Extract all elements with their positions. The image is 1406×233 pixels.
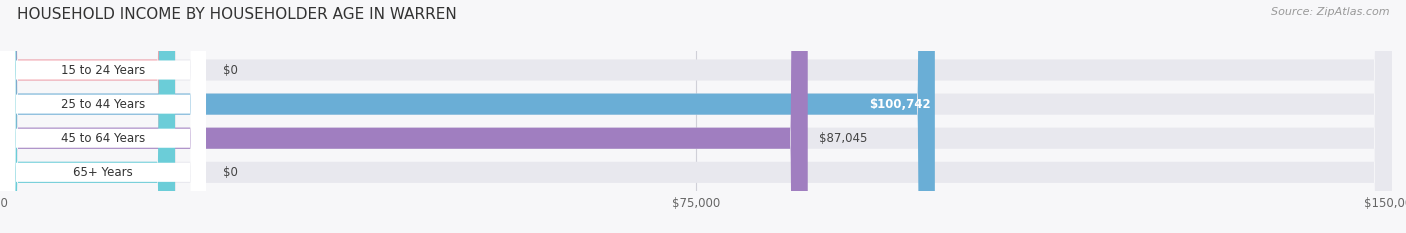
FancyBboxPatch shape	[0, 0, 176, 233]
FancyBboxPatch shape	[0, 0, 935, 233]
FancyBboxPatch shape	[0, 0, 207, 233]
Text: $87,045: $87,045	[818, 132, 868, 145]
Text: HOUSEHOLD INCOME BY HOUSEHOLDER AGE IN WARREN: HOUSEHOLD INCOME BY HOUSEHOLDER AGE IN W…	[17, 7, 457, 22]
FancyBboxPatch shape	[0, 0, 207, 233]
Text: 25 to 44 Years: 25 to 44 Years	[60, 98, 145, 111]
FancyBboxPatch shape	[0, 0, 807, 233]
FancyBboxPatch shape	[0, 0, 176, 233]
FancyBboxPatch shape	[0, 0, 207, 233]
Text: 65+ Years: 65+ Years	[73, 166, 134, 179]
Text: $0: $0	[222, 166, 238, 179]
Text: $100,742: $100,742	[869, 98, 931, 111]
Text: 15 to 24 Years: 15 to 24 Years	[60, 64, 145, 76]
Text: $0: $0	[222, 64, 238, 76]
FancyBboxPatch shape	[0, 0, 207, 233]
Text: 45 to 64 Years: 45 to 64 Years	[60, 132, 145, 145]
Text: Source: ZipAtlas.com: Source: ZipAtlas.com	[1271, 7, 1389, 17]
